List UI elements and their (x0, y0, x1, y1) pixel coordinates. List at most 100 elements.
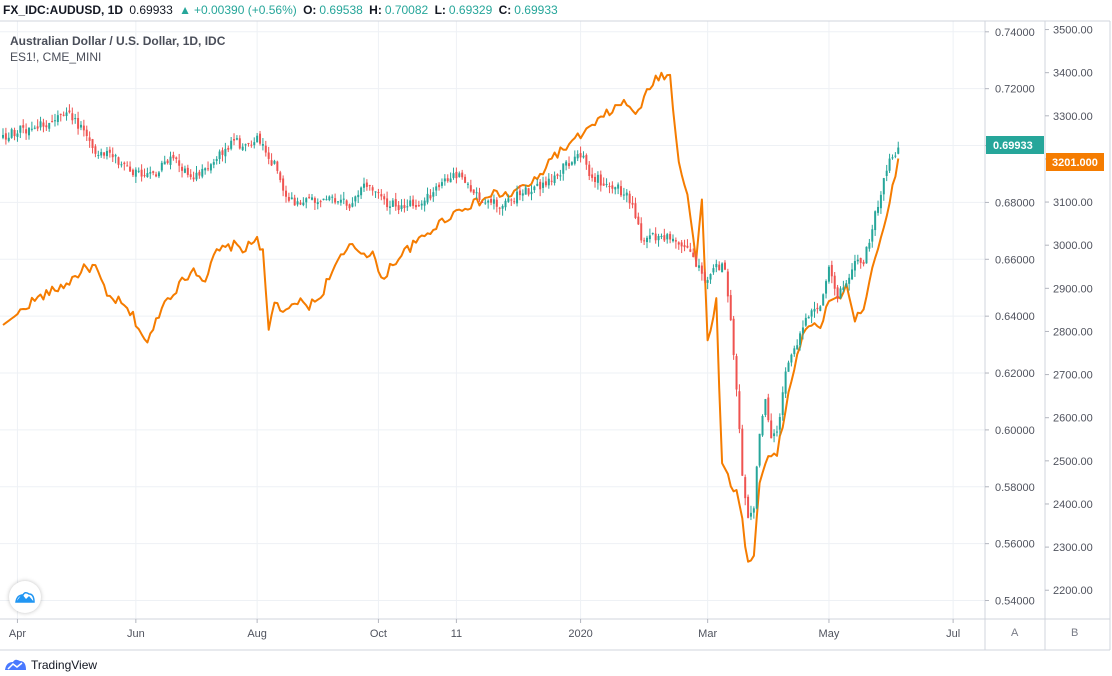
candle-body (891, 157, 894, 159)
candle-body (270, 160, 273, 166)
tradingview-icon (5, 659, 26, 670)
open-label: O: (303, 3, 317, 17)
candle-body (507, 198, 510, 202)
candle-body (518, 190, 521, 196)
brand-name[interactable]: TradingView (31, 658, 98, 672)
candle-body (207, 168, 210, 170)
chart-canvas[interactable]: 0.740000.720000.700000.680000.660000.640… (0, 20, 1112, 654)
candle-body (801, 327, 804, 334)
candle-body (790, 354, 793, 363)
candle-body (550, 180, 553, 182)
scale-button-a[interactable]: A (1011, 627, 1019, 639)
candle-body (397, 205, 400, 211)
candle-body (559, 175, 562, 177)
candle-body (833, 275, 836, 289)
candle-body (521, 193, 524, 196)
candle-body (438, 184, 441, 188)
candle-body (614, 187, 617, 190)
candle-body (287, 196, 290, 201)
candle-body (146, 173, 149, 177)
price-axis-a-label: 0.58000 (995, 482, 1035, 494)
candle-body (417, 205, 420, 207)
symbol-name[interactable]: FX_IDC:AUDUSD, 1D (3, 3, 124, 17)
candle-body (487, 200, 490, 203)
candle-body (368, 185, 371, 187)
candle-body (622, 194, 625, 196)
candle-body (449, 178, 452, 183)
candle-body (588, 164, 591, 177)
price-change: +0.00390 (+0.56%) (193, 3, 297, 17)
candle-body (36, 126, 39, 129)
candle-body (498, 207, 501, 209)
candle-body (111, 154, 114, 158)
candle-body (166, 160, 169, 164)
candle-body (198, 171, 201, 176)
candle-body (680, 242, 683, 247)
candle-body (178, 160, 181, 166)
candle-body (747, 496, 750, 518)
candle-body (851, 269, 854, 280)
candle-body (885, 170, 888, 176)
candle-body (749, 512, 752, 517)
candle-body (793, 348, 796, 355)
candle-body (634, 203, 637, 218)
candle-body (334, 198, 337, 203)
low-label: L: (434, 3, 446, 17)
candle-body (865, 246, 868, 264)
candle-body (25, 129, 28, 134)
price-axis-b-label: 2400.00 (1053, 499, 1093, 511)
candle-body (692, 252, 695, 257)
tradingview-cloud-icon (15, 591, 35, 603)
price-axis-a[interactable]: 0.740000.720000.700000.680000.660000.640… (985, 27, 1035, 608)
candle-body (131, 169, 134, 176)
candle-body (157, 172, 160, 177)
candle-body (683, 245, 686, 248)
candle-body (568, 163, 571, 167)
candle-body (13, 130, 16, 137)
last-value-tags: 0.69933 3201.000 (986, 136, 1104, 171)
scale-button-b[interactable]: B (1071, 627, 1078, 639)
candle-body (79, 124, 82, 128)
last-price: 0.69933 (129, 3, 173, 17)
candle-body (882, 178, 885, 195)
time-axis[interactable]: Apr Jun Aug Oct 11 2020 Mar May Jul (9, 619, 960, 640)
price-axis-a-label: 0.74000 (995, 27, 1035, 39)
candle-body (640, 223, 643, 241)
candle-body (42, 122, 45, 127)
candle-body (339, 199, 342, 203)
candle-body (235, 138, 238, 140)
candle-body (365, 182, 368, 187)
price-axis-a-label: 0.56000 (995, 539, 1035, 551)
candle-body (261, 144, 264, 146)
candle-body (224, 148, 227, 157)
candle-body (279, 172, 282, 181)
candle-body (576, 154, 579, 159)
chart-subtitle: ES1!, CME_MINI (10, 50, 102, 64)
tradingview-logo-button[interactable] (9, 581, 41, 613)
candle-body (432, 192, 435, 197)
change-arrow-icon: ▲ (179, 3, 191, 17)
candle-body (591, 174, 594, 178)
candle-body (755, 466, 758, 509)
candle-body (700, 265, 703, 274)
candle-body (377, 192, 380, 194)
es1-series (2, 71, 900, 563)
candle-body (256, 135, 259, 143)
candle-body (140, 169, 143, 177)
primary-last-label: 0.69933 (993, 140, 1033, 152)
candle-body (285, 190, 288, 197)
high-value: 0.70082 (384, 3, 429, 17)
candle-body (666, 234, 669, 240)
candle-body (276, 161, 279, 171)
candle-body (845, 283, 848, 287)
candle-body (796, 345, 799, 350)
candle-body (530, 191, 533, 195)
candle-body (2, 134, 4, 138)
candle-body (394, 199, 397, 207)
candle-body (319, 201, 322, 203)
price-axis-b[interactable]: 3500.003400.003300.003200.003100.003000.… (1045, 25, 1093, 598)
candle-body (822, 294, 825, 306)
candle-body (729, 295, 732, 321)
symbol-header: FX_IDC:AUDUSD, 1D 0.69933 ▲ +0.00390 (+0.… (0, 0, 1112, 20)
candle-body (414, 205, 417, 208)
